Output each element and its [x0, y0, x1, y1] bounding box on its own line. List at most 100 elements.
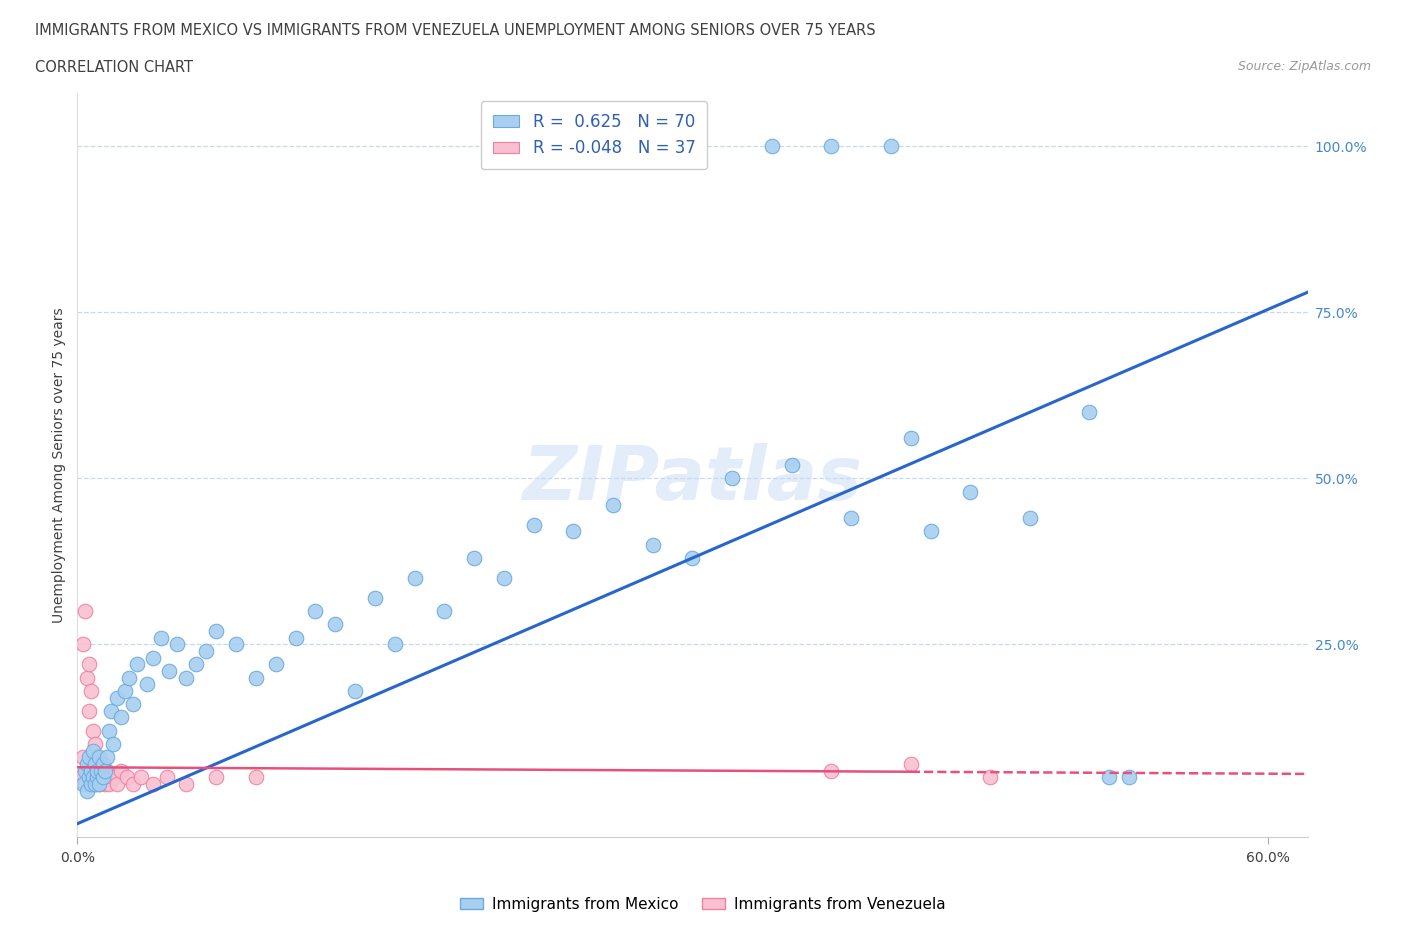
- Point: [156, 770, 179, 785]
- Point: [80, 764, 103, 778]
- Point: [149, 631, 172, 645]
- Point: [110, 764, 132, 778]
- Point: [114, 684, 136, 698]
- Point: [105, 777, 128, 791]
- Point: [86, 764, 108, 778]
- Point: [94, 764, 117, 778]
- Point: [84, 737, 107, 751]
- Point: [82, 770, 104, 785]
- Point: [122, 697, 145, 711]
- Point: [176, 671, 198, 685]
- Point: [91, 770, 114, 785]
- Point: [463, 551, 485, 565]
- Point: [1018, 511, 1040, 525]
- Point: [979, 770, 1001, 785]
- Point: [205, 624, 228, 639]
- Point: [89, 750, 111, 764]
- Point: [225, 637, 247, 652]
- Point: [77, 703, 100, 718]
- Point: [91, 756, 114, 771]
- Point: [89, 777, 111, 791]
- Point: [80, 756, 103, 771]
- Point: [404, 570, 426, 585]
- Point: [80, 684, 103, 698]
- Point: [84, 756, 107, 771]
- Point: [900, 431, 922, 445]
- Point: [98, 724, 121, 738]
- Point: [82, 743, 104, 758]
- Point: [76, 783, 98, 798]
- Point: [820, 764, 842, 778]
- Point: [721, 471, 744, 485]
- Point: [125, 657, 148, 671]
- Point: [86, 770, 108, 785]
- Point: [70, 770, 93, 785]
- Text: Source: ZipAtlas.com: Source: ZipAtlas.com: [1237, 60, 1371, 73]
- Point: [364, 591, 387, 605]
- Point: [82, 724, 104, 738]
- Point: [75, 777, 97, 791]
- Point: [76, 764, 98, 778]
- Point: [98, 777, 121, 791]
- Legend: R =  0.625   N = 70, R = -0.048   N = 37: R = 0.625 N = 70, R = -0.048 N = 37: [481, 101, 707, 169]
- Point: [84, 777, 107, 791]
- Point: [284, 631, 307, 645]
- Point: [433, 604, 456, 618]
- Point: [100, 703, 122, 718]
- Legend: Immigrants from Mexico, Immigrants from Venezuela: Immigrants from Mexico, Immigrants from …: [454, 891, 952, 918]
- Point: [323, 617, 346, 631]
- Point: [920, 524, 942, 538]
- Point: [118, 671, 141, 685]
- Point: [94, 777, 117, 791]
- Point: [115, 770, 138, 785]
- Point: [176, 777, 198, 791]
- Point: [105, 690, 128, 705]
- Point: [245, 671, 267, 685]
- Point: [101, 737, 124, 751]
- Point: [89, 777, 111, 791]
- Y-axis label: Unemployment Among Seniors over 75 years: Unemployment Among Seniors over 75 years: [52, 307, 66, 623]
- Point: [245, 770, 267, 785]
- Point: [880, 139, 903, 153]
- Point: [82, 770, 104, 785]
- Point: [101, 770, 124, 785]
- Point: [186, 657, 208, 671]
- Point: [77, 770, 100, 785]
- Point: [96, 750, 118, 764]
- Point: [344, 684, 367, 698]
- Point: [80, 777, 103, 791]
- Point: [142, 777, 165, 791]
- Point: [959, 485, 981, 499]
- Point: [1078, 405, 1101, 419]
- Point: [84, 777, 107, 791]
- Point: [682, 551, 704, 565]
- Point: [602, 498, 624, 512]
- Point: [129, 770, 152, 785]
- Point: [304, 604, 326, 618]
- Point: [86, 764, 108, 778]
- Point: [900, 756, 922, 771]
- Text: CORRELATION CHART: CORRELATION CHART: [35, 60, 193, 75]
- Text: ZIPatlas: ZIPatlas: [523, 444, 862, 516]
- Point: [384, 637, 406, 652]
- Point: [110, 710, 132, 724]
- Point: [1098, 770, 1121, 785]
- Point: [1118, 770, 1140, 785]
- Point: [562, 524, 585, 538]
- Point: [72, 777, 94, 791]
- Point: [135, 677, 157, 692]
- Point: [142, 650, 165, 665]
- Point: [90, 756, 112, 771]
- Text: IMMIGRANTS FROM MEXICO VS IMMIGRANTS FROM VENEZUELA UNEMPLOYMENT AMONG SENIORS O: IMMIGRANTS FROM MEXICO VS IMMIGRANTS FRO…: [35, 23, 876, 38]
- Point: [76, 671, 98, 685]
- Point: [780, 458, 803, 472]
- Point: [839, 511, 862, 525]
- Point: [492, 570, 515, 585]
- Point: [264, 657, 287, 671]
- Point: [86, 750, 108, 764]
- Point: [91, 770, 114, 785]
- Point: [77, 657, 100, 671]
- Point: [72, 750, 94, 764]
- Point: [157, 663, 180, 678]
- Point: [195, 644, 218, 658]
